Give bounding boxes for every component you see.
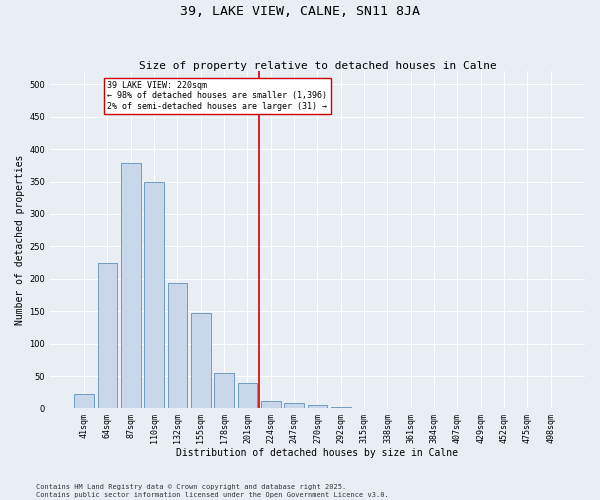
Bar — [98, 262, 118, 408]
Bar — [144, 182, 164, 408]
Text: 39, LAKE VIEW, CALNE, SN11 8JA: 39, LAKE VIEW, CALNE, SN11 8JA — [180, 5, 420, 18]
Bar — [284, 404, 304, 408]
Bar — [191, 313, 211, 408]
Bar — [331, 406, 350, 408]
X-axis label: Distribution of detached houses by size in Calne: Distribution of detached houses by size … — [176, 448, 458, 458]
Y-axis label: Number of detached properties: Number of detached properties — [15, 154, 25, 325]
Bar — [308, 405, 328, 408]
Bar — [214, 373, 234, 408]
Bar — [238, 382, 257, 408]
Title: Size of property relative to detached houses in Calne: Size of property relative to detached ho… — [139, 60, 496, 70]
Bar — [167, 284, 187, 408]
Bar — [74, 394, 94, 408]
Bar — [261, 400, 281, 408]
Bar — [121, 164, 141, 408]
Text: 39 LAKE VIEW: 220sqm
← 98% of detached houses are smaller (1,396)
2% of semi-det: 39 LAKE VIEW: 220sqm ← 98% of detached h… — [107, 81, 328, 111]
Text: Contains HM Land Registry data © Crown copyright and database right 2025.
Contai: Contains HM Land Registry data © Crown c… — [36, 484, 389, 498]
